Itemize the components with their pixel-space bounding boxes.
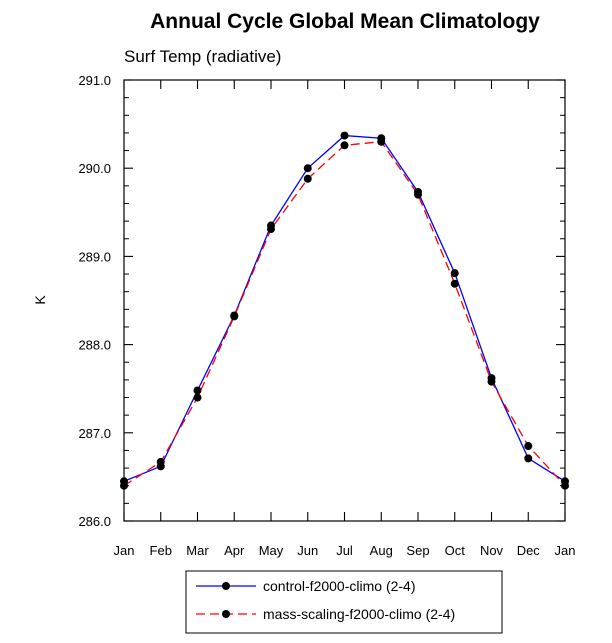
legend-label-control: control-f2000-climo (2-4): [263, 578, 416, 594]
legend-box: [185, 570, 503, 634]
y-tick-label: 288.0: [78, 338, 111, 353]
x-tick-label: Jun: [297, 543, 318, 558]
x-tick-label: Apr: [224, 543, 245, 558]
y-tick-label: 289.0: [78, 249, 111, 264]
series-point-0: [193, 386, 202, 395]
series-point-1: [561, 481, 569, 490]
y-axis-label: K: [32, 295, 48, 305]
y-axis: 286.0 287.0 288.0 289.0 290.0 291.0: [78, 73, 565, 529]
y-tick-label: 287.0: [78, 426, 111, 441]
series-point-1: [303, 174, 312, 183]
series-point-1: [156, 457, 165, 466]
x-tick-label: Oct: [445, 543, 466, 558]
series-point-1: [414, 190, 422, 199]
series-point-1: [487, 377, 496, 386]
x-tick-label: Jan: [114, 543, 135, 558]
series-point-0: [524, 454, 533, 463]
x-tick-label: Feb: [150, 543, 172, 558]
series-point-1: [230, 312, 239, 321]
series-point-0: [340, 131, 349, 140]
series-point-1: [524, 442, 533, 451]
x-tick-label: Sep: [406, 543, 429, 558]
legend-label-mass-scaling: mass-scaling-f2000-climo (2-4): [263, 606, 455, 622]
chart-subtitle: Surf Temp (radiative): [124, 47, 281, 66]
y-tick-label: 290.0: [78, 161, 111, 176]
x-tick-label: Mar: [186, 543, 209, 558]
y-tick-label: 286.0: [78, 514, 111, 529]
series-line-0: [123, 134, 566, 482]
series-point-1: [377, 137, 386, 146]
series-point-1: [120, 481, 128, 490]
legend-marker-mass-scaling: [222, 610, 230, 618]
series-point-1: [267, 225, 275, 234]
series-line-1: [123, 141, 566, 487]
chart-title: Annual Cycle Global Mean Climatology: [150, 10, 540, 33]
x-tick-label: May: [259, 543, 284, 558]
series-point-1: [193, 393, 202, 402]
series-point-1: [340, 141, 349, 150]
legend-marker-control: [222, 582, 230, 590]
x-tick-label: Nov: [480, 543, 504, 558]
x-axis: Jan Feb Mar Apr May Jun Jul Aug Sep Oct Nov Dec Jan: [114, 80, 576, 558]
x-tick-label: Aug: [370, 543, 393, 558]
y-tick-label: 291.0: [78, 73, 111, 88]
legend: control-f2000-climo (2-4) mass-scaling-f…: [185, 570, 503, 634]
series-point-1: [450, 279, 459, 288]
x-tick-label: Dec: [517, 543, 541, 558]
series-point-0: [303, 164, 312, 173]
series-layer: [120, 131, 569, 490]
x-tick-label: Jan: [555, 543, 576, 558]
x-tick-label: Jul: [336, 543, 353, 558]
series-point-0: [450, 269, 459, 278]
